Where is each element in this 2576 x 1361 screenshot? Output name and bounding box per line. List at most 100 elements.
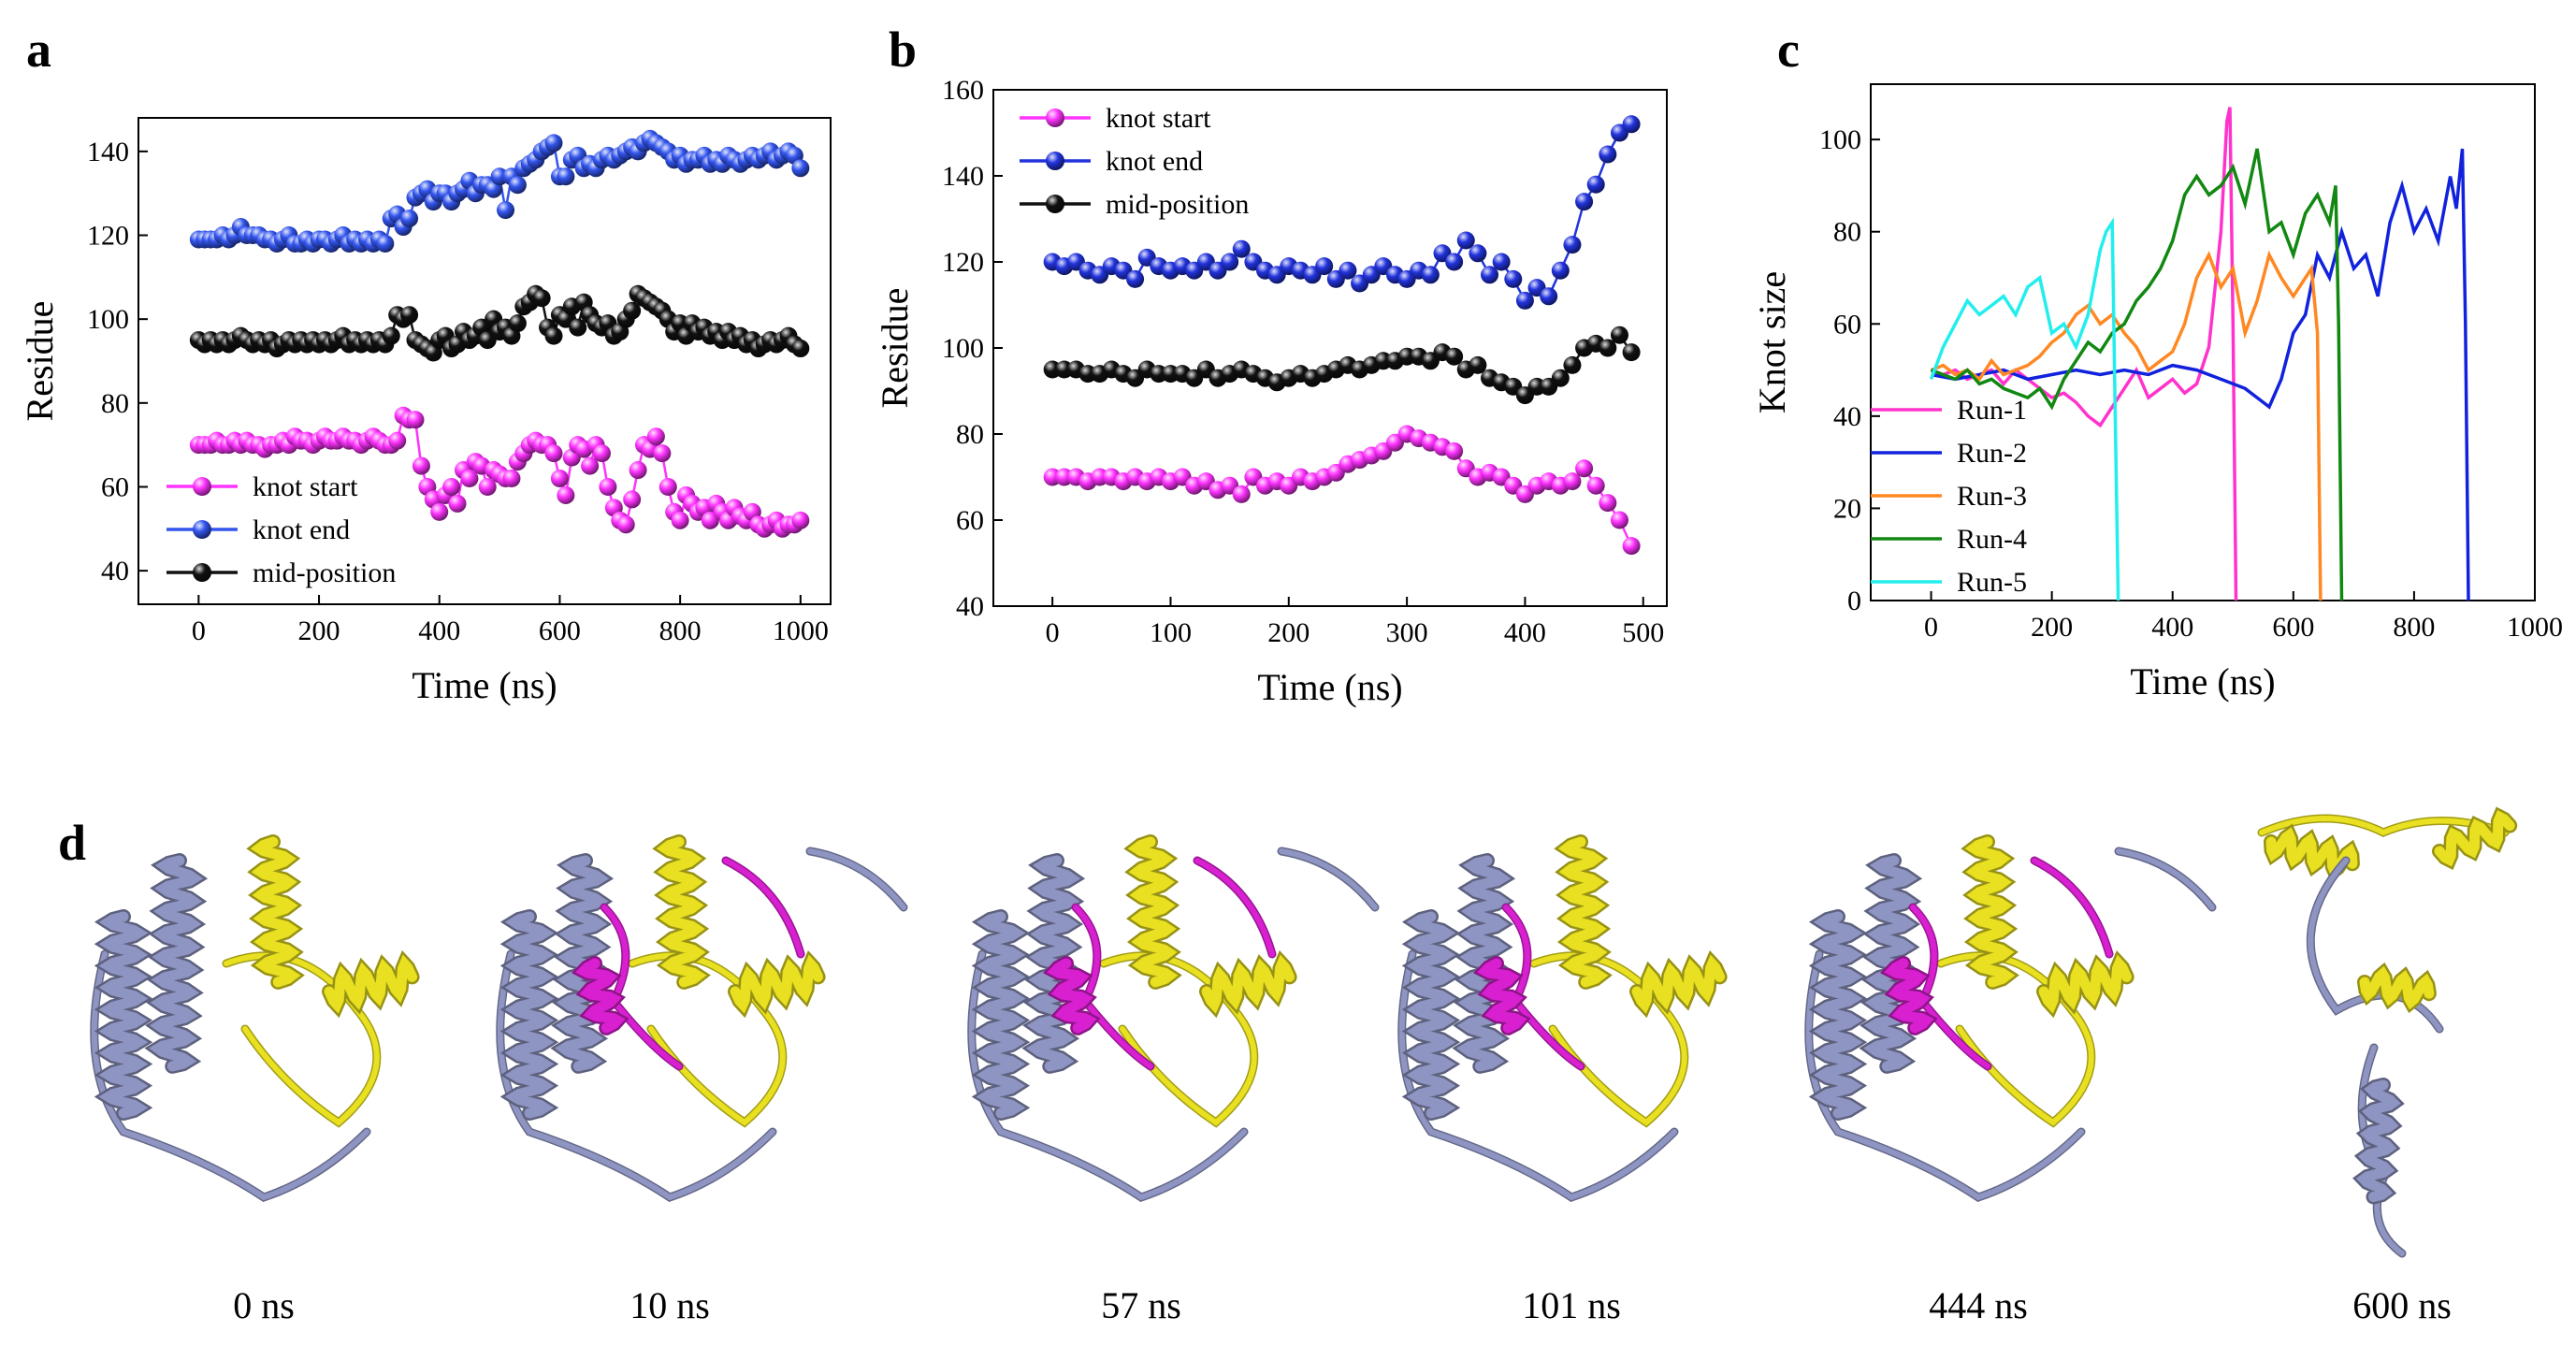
data-point (1586, 476, 1605, 495)
coil-shape (1071, 903, 1155, 1071)
helix-shape (1201, 954, 1295, 1014)
data-point (1421, 266, 1440, 284)
helix-shape (1961, 834, 2019, 990)
data-point (581, 456, 600, 475)
x-tick-label: 0 (1046, 617, 1060, 648)
snapshot-label-0: 0 ns (233, 1284, 295, 1326)
coil-shape (1279, 848, 1378, 910)
helix-shape (1123, 834, 1182, 990)
coil-shape (968, 951, 1247, 1201)
series-knot-start (1043, 425, 1641, 556)
data-point (599, 477, 617, 496)
helix-shape (1406, 911, 1456, 1119)
plot-frame (992, 89, 1668, 607)
coil-shape (1910, 905, 1990, 1069)
legend-label: Run-4 (1957, 524, 2027, 555)
snapshot-label-4: 444 ns (1929, 1284, 2028, 1326)
coil-shape (497, 951, 775, 1201)
coil-shape (91, 951, 369, 1201)
x-tick-label: 400 (418, 615, 460, 646)
legend-entry: Run-2 (1871, 438, 2027, 469)
legend-label: mid-position (253, 557, 396, 588)
helix-shape (1452, 853, 1516, 1074)
data-point (791, 159, 810, 178)
helix-shape (1859, 853, 1923, 1074)
legend-marker (193, 520, 211, 539)
legend-label: mid-position (1106, 189, 1249, 220)
data-point (1599, 145, 1617, 164)
data-point (1445, 442, 1464, 460)
helix-shape (499, 909, 559, 1121)
data-point (623, 490, 642, 509)
helix-shape (144, 853, 209, 1074)
x-tick-label: 100 (1150, 617, 1192, 648)
x-tick-label: 500 (1622, 617, 1664, 648)
data-point (1575, 459, 1594, 478)
data-point (1563, 472, 1582, 491)
data-point (430, 502, 449, 521)
y-tick-label: 100 (942, 333, 984, 364)
y-tick-label: 100 (1819, 124, 1861, 155)
x-tick-label: 400 (2151, 612, 2193, 643)
data-point (623, 301, 642, 320)
helix-shape (1127, 836, 1179, 988)
helix-shape (1199, 949, 1297, 1019)
legend-entry: Run-3 (1871, 481, 2027, 512)
coil-shape (222, 951, 382, 1128)
helix-shape (1025, 855, 1081, 1072)
legend-label: Run-5 (1957, 567, 2027, 598)
coil-shape (805, 847, 908, 912)
helix-shape (1631, 954, 1726, 1014)
protein-snapshot-5 (2257, 806, 2518, 1258)
plot-frame (137, 117, 832, 605)
data-point (592, 444, 611, 463)
data-point (616, 515, 635, 534)
legend-entry: knot end (166, 514, 350, 545)
helix-shape (554, 855, 610, 1072)
y-tick-label: 0 (1847, 586, 1861, 616)
coil-shape (721, 856, 805, 959)
series-line (1930, 148, 2344, 601)
data-point (1232, 239, 1251, 258)
legend-entry: knot end (1020, 146, 1203, 177)
y-tick-label: 60 (1833, 309, 1861, 340)
helix-shape (652, 834, 711, 990)
series-line (1930, 250, 2323, 601)
helix-shape (250, 836, 301, 988)
helix-shape (1862, 855, 1918, 1072)
legend-entry: Run-5 (1871, 567, 2027, 598)
helix-shape (575, 958, 626, 1034)
series-mid-position (189, 284, 810, 362)
helix-shape (2264, 823, 2360, 882)
helix-shape (324, 954, 418, 1014)
data-point (508, 176, 527, 195)
helix-shape (728, 949, 826, 1019)
legend-entry: knot start (166, 471, 358, 502)
series-line (1931, 148, 2470, 601)
coil-shape (1398, 951, 1677, 1201)
data-point (653, 444, 672, 463)
snapshot-label-2: 57 ns (1101, 1284, 1181, 1326)
helix-shape (2357, 962, 2437, 1014)
y-tick-label: 120 (942, 247, 984, 278)
data-point (406, 411, 425, 429)
y-tick-label: 40 (101, 556, 129, 586)
snapshot-label-1: 10 ns (630, 1284, 710, 1326)
snapshot-label-5: 600 ns (2352, 1284, 2452, 1326)
legend-entry: mid-position (1020, 189, 1249, 220)
data-point (1599, 339, 1617, 357)
helix-shape (2359, 965, 2435, 1010)
coil-shape (1938, 952, 2094, 1126)
y-axis-label: Residue (874, 288, 916, 409)
helix-shape (98, 911, 149, 1119)
coil-shape (1099, 951, 1259, 1128)
data-point (557, 167, 575, 186)
helix-shape (1021, 853, 1086, 1074)
helix-shape (1043, 956, 1101, 1035)
data-point (382, 326, 400, 345)
helix-shape (1813, 911, 1863, 1119)
helix-shape (2434, 810, 2515, 867)
panel-letter-a: a (26, 22, 51, 78)
data-point (388, 431, 407, 450)
data-point (1445, 347, 1464, 366)
